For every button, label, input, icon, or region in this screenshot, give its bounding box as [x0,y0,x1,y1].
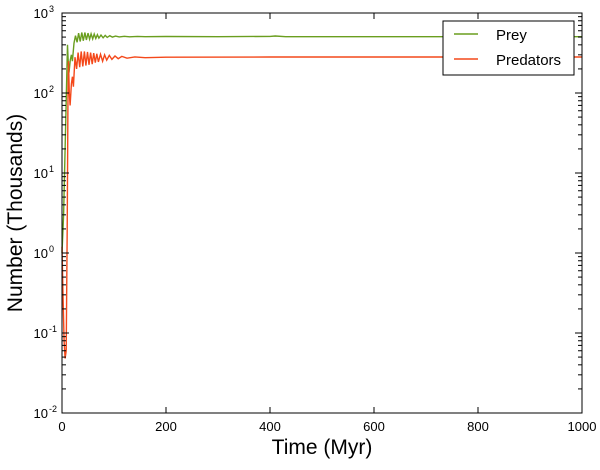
x-axis-label: Time (Myr) [272,436,373,459]
legend-box [442,20,575,76]
y-tick-exponent: 0 [49,244,54,254]
legend-label-prey: Prey [496,27,527,44]
series-line-predators [61,51,582,359]
y-tick-exponent: -2 [49,404,57,414]
x-tick-label: 800 [467,419,489,434]
y-tick-label: 10 [34,166,48,181]
y-tick-label: 10 [34,406,48,421]
series-line-prey [61,31,582,254]
y-tick-label: 10 [34,86,48,101]
x-tick-label: 0 [58,419,65,434]
x-tick-label: 600 [363,419,385,434]
y-axis-label: Number (Thousands) [4,114,27,312]
series-layer [61,31,582,359]
plot-frame [61,12,583,414]
y-tick-label: 10 [34,246,48,261]
legend: Prey Predators [442,20,575,76]
y-tick-exponent: -1 [49,324,57,334]
x-tick-label: 200 [155,419,177,434]
y-tick-exponent: 1 [49,164,54,174]
x-tick-label: 400 [259,419,281,434]
x-tick-label: 1000 [568,419,597,434]
y-tick-label: 10 [34,326,48,341]
y-tick-exponent: 2 [49,84,54,94]
legend-label-predators: Predators [496,52,561,69]
y-tick-label: 10 [34,6,48,21]
y-tick-exponent: 3 [49,4,54,14]
